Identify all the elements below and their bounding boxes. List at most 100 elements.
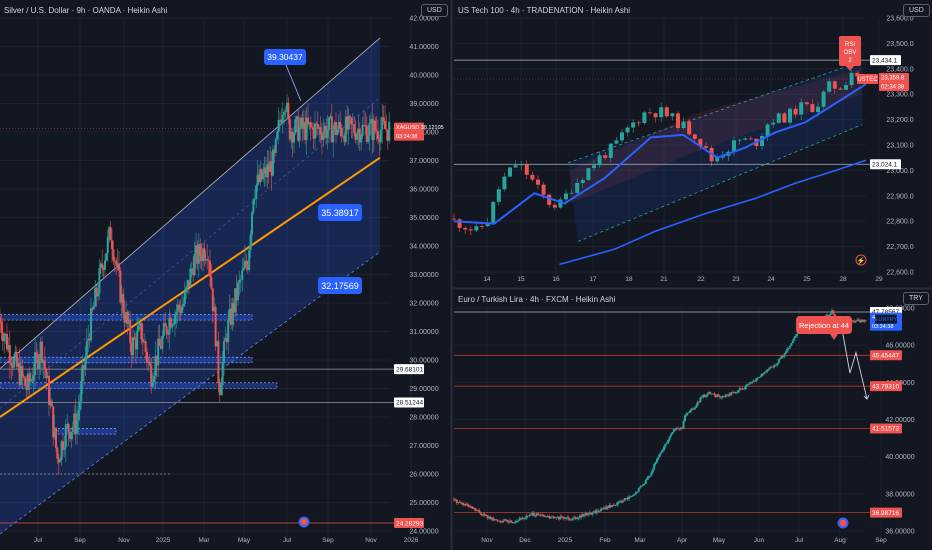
silver-price-tag-bg — [394, 518, 424, 529]
eurtry-y-tick-label: 46.00000 — [885, 343, 914, 350]
silver-candle — [78, 401, 81, 411]
eurtry-candle — [482, 513, 485, 516]
eurtry-candle — [857, 319, 860, 321]
eurtry-candle — [653, 464, 656, 470]
nasdaq-candle — [524, 164, 529, 175]
silver-candle — [309, 122, 312, 127]
silver-candle — [323, 125, 326, 132]
eurtry-candle — [705, 395, 707, 398]
eurtry-candle — [702, 394, 705, 398]
silver-candle — [29, 378, 32, 382]
silver-candle — [42, 360, 45, 364]
nasdaq-y-tick-label: 22,900.0 — [886, 193, 913, 200]
eurtry-candle — [748, 383, 751, 385]
silver-candle — [227, 319, 230, 343]
eurtry-candle — [693, 407, 696, 410]
eurtry-candle — [468, 506, 471, 508]
eurtry-candle — [551, 516, 553, 518]
nasdaq-x-tick-label: 24 — [767, 276, 775, 283]
silver-candle — [274, 139, 277, 153]
eurtry-candle — [509, 520, 511, 523]
eurtry-candle — [761, 373, 763, 377]
eurtry-candle — [664, 443, 667, 447]
eurtry-candle — [791, 340, 794, 344]
eurtry-candle — [713, 393, 716, 396]
eurtry-candle — [790, 343, 793, 347]
eurtry-candle — [516, 520, 518, 522]
silver-y-tick-label: 36.00000 — [409, 187, 438, 194]
eurtry-candle — [747, 384, 749, 385]
eurtry-candle — [686, 412, 689, 414]
silver-candle — [246, 265, 249, 270]
silver-candle — [21, 365, 24, 377]
silver-candle — [291, 131, 294, 143]
nasdaq-channel-upper — [567, 60, 863, 164]
eurtry-candle — [853, 321, 856, 323]
eurtry-candle — [780, 355, 783, 359]
eurtry-candle — [495, 519, 497, 521]
eurtry-candle — [478, 510, 481, 513]
silver-candle — [4, 333, 7, 337]
silver-candle — [381, 117, 384, 130]
eurtry-candle — [556, 516, 559, 518]
nasdaq-x-tick-label: 18 — [625, 276, 633, 283]
nasdaq-candle — [541, 184, 546, 195]
eurtry-candle — [745, 384, 748, 387]
silver-candle — [98, 268, 101, 294]
silver-candle — [293, 133, 295, 143]
silver-price-tag-text: 29.68101 — [396, 366, 423, 373]
silver-candle — [211, 288, 214, 312]
silver-y-tick-label: 40.00000 — [409, 73, 438, 80]
silver-candle — [288, 119, 291, 140]
eurtry-candle — [719, 396, 721, 398]
nasdaq-candle — [513, 165, 518, 168]
nasdaq-currency-button[interactable]: USD — [903, 4, 930, 17]
silver-symbol-tag-text: 03:34:38 — [396, 134, 417, 140]
nasdaq-candle — [519, 164, 524, 166]
nasdaq-candle — [468, 229, 473, 231]
silver-pane: 42.00000 41.00000 40.00000 39.00000 38.00000… — [0, 16, 439, 544]
silver-support-zone — [0, 356, 253, 364]
silver-candle — [206, 259, 209, 261]
silver-candle — [88, 338, 91, 341]
eurtry-candle — [580, 515, 583, 517]
silver-candle — [329, 116, 332, 118]
eurtry-candle — [674, 429, 677, 430]
eurtry-candle — [710, 393, 713, 395]
silver-candle — [207, 260, 210, 262]
silver-candle — [141, 338, 144, 343]
silver-candle — [231, 302, 234, 325]
silver-candle — [99, 263, 102, 269]
silver-candle — [81, 365, 84, 381]
silver-annotation-high: 39.30437 — [267, 52, 303, 62]
eurtry-currency-button[interactable]: TRY — [903, 292, 929, 305]
eurtry-candle — [679, 427, 682, 430]
eurtry-candle — [623, 498, 626, 501]
eurtry-candle — [777, 359, 780, 364]
nasdaq-candle — [788, 108, 792, 123]
nasdaq-price-tag-text: 23,434.1 — [872, 57, 898, 64]
silver-candle — [361, 124, 364, 136]
silver-candle — [50, 400, 53, 407]
silver-candle — [87, 338, 90, 341]
silver-candle — [258, 174, 260, 183]
eurtry-candle — [605, 506, 608, 510]
eurtry-candle — [594, 511, 597, 514]
silver-candle — [270, 161, 273, 176]
silver-candle — [272, 149, 274, 176]
silver-x-tick-label: May — [238, 537, 251, 544]
eurtry-candle — [738, 388, 741, 391]
eurtry-candle — [476, 510, 479, 512]
silver-currency-button[interactable]: USD — [421, 4, 448, 17]
eurtry-candle — [644, 480, 647, 484]
silver-candle — [63, 447, 66, 451]
silver-candle — [160, 345, 162, 349]
silver-candle — [335, 122, 337, 135]
eurtry-candle — [475, 510, 478, 512]
nasdaq-candle — [748, 138, 753, 140]
eurtry-candle — [527, 515, 530, 517]
silver-candle — [224, 338, 227, 342]
silver-channel-upper — [0, 37, 381, 369]
silver-candle — [13, 357, 15, 368]
